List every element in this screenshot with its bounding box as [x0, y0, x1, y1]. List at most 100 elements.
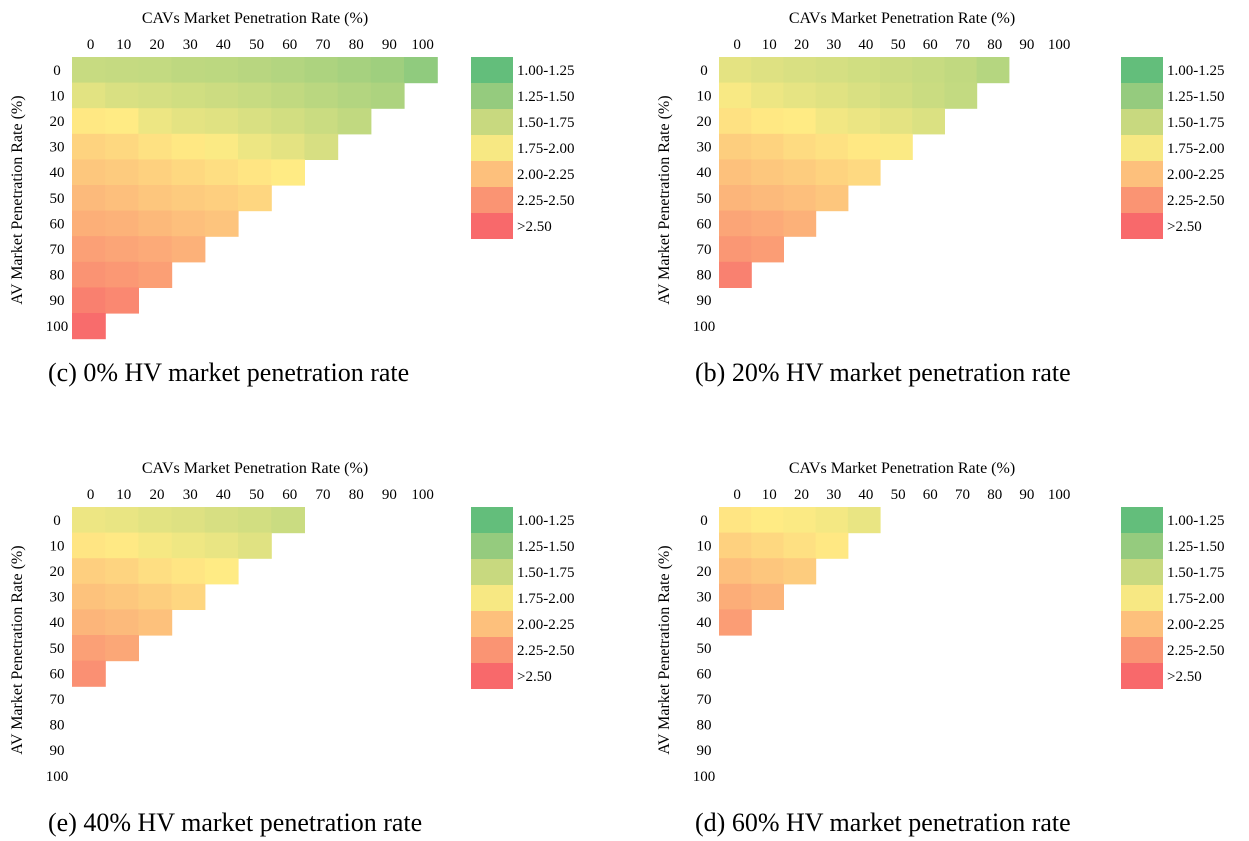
legend-label: 1.00-1.25	[517, 513, 575, 529]
y-tick-label: 70	[697, 242, 712, 258]
heatmap-cell	[105, 287, 139, 314]
heatmap-cell	[847, 57, 881, 84]
heatmap-cell	[105, 82, 139, 109]
legend-label: 2.00-2.25	[517, 617, 575, 633]
x-tick-label: 60	[923, 37, 938, 53]
heatmap-cell	[783, 57, 817, 84]
heatmap-cell	[370, 57, 405, 84]
heatmap-cell	[271, 57, 305, 84]
x-tick-label: 50	[891, 37, 906, 53]
heatmap-cell	[72, 583, 106, 610]
y-tick-label: 20	[50, 114, 65, 130]
heatmap-cell	[105, 57, 139, 84]
y-tick-label: 30	[697, 590, 712, 606]
y-tick-label: 90	[697, 293, 712, 309]
legend-swatch	[1121, 559, 1163, 585]
heatmap-cell	[72, 660, 106, 687]
heatmap-cell	[72, 236, 106, 263]
legend-swatch	[471, 57, 513, 83]
heatmap-cell	[171, 159, 206, 186]
heatmap-cell	[138, 108, 173, 135]
heatmap-cell	[337, 108, 372, 135]
y-tick-label: 0	[700, 513, 708, 529]
x-tick-label: 20	[150, 37, 165, 53]
heatmap-cell	[719, 532, 752, 559]
x-tick-label: 80	[987, 487, 1002, 503]
heatmap-cell	[105, 583, 139, 610]
legend-label: 1.75-2.00	[1167, 591, 1225, 607]
heatmap-cell	[204, 82, 239, 109]
heatmap-cell	[783, 210, 817, 237]
heatmap-cell	[72, 82, 106, 109]
heatmap-cell	[171, 57, 206, 84]
heatmap-cell	[719, 583, 752, 610]
heatmap-cell	[271, 82, 305, 109]
legend-label: 1.25-1.50	[1167, 539, 1225, 555]
heatmap-cell	[138, 261, 173, 288]
x-tick-label: 30	[183, 487, 198, 503]
y-tick-label: 60	[50, 216, 65, 232]
heatmap-cell	[751, 185, 784, 212]
heatmap-cell	[138, 82, 173, 109]
heatmap-cell	[370, 82, 405, 109]
x-tick-label: 10	[762, 37, 777, 53]
x-tick-label: 60	[282, 487, 297, 503]
heatmap-cell	[72, 287, 106, 314]
heatmap-cell	[815, 133, 849, 160]
heatmap-cell	[72, 635, 106, 662]
heatmap-cell	[783, 108, 817, 135]
y-tick-label: 80	[50, 268, 65, 284]
heatmap-cell	[171, 108, 206, 135]
heatmap-cell	[238, 82, 272, 109]
y-tick-label: 30	[697, 140, 712, 156]
panel-caption: (e) 40% HV market penetration rate	[48, 808, 422, 837]
heatmap-cell	[105, 108, 139, 135]
x-tick-label: 30	[826, 487, 841, 503]
y-axis-title: AV Market Penetration Rate (%)	[656, 95, 673, 304]
y-tick-label: 60	[50, 666, 65, 682]
y-tick-label: 60	[697, 666, 712, 682]
heatmap-cell	[719, 558, 752, 585]
y-tick-label: 80	[697, 718, 712, 734]
legend-swatch	[471, 507, 513, 533]
legend-label: 1.50-1.75	[1167, 115, 1225, 131]
legend-swatch	[1121, 533, 1163, 559]
y-tick-label: 100	[46, 769, 69, 785]
heatmap-cell	[847, 159, 881, 186]
legend-label: 2.00-2.25	[1167, 617, 1225, 633]
heatmap-cell	[783, 159, 817, 186]
heatmap-cell	[171, 133, 206, 160]
y-tick-label: 100	[693, 319, 716, 335]
y-tick-label: 40	[50, 165, 65, 181]
heatmap-cell	[751, 108, 784, 135]
heatmap-cell	[271, 133, 305, 160]
heatmap-cell	[105, 159, 139, 186]
heatmap-cell	[783, 507, 817, 534]
legend: 1.00-1.25 1.25-1.50 1.50-1.75 1.75-2.00 2.00…	[471, 507, 575, 689]
heatmap-cell	[204, 133, 239, 160]
heatmap-cell	[171, 185, 206, 212]
legend-label: 1.25-1.50	[1167, 89, 1225, 105]
heatmap-cell	[751, 532, 784, 559]
heatmap-cell	[238, 133, 272, 160]
legend-swatch	[1121, 187, 1163, 213]
x-tick-label: 40	[216, 487, 231, 503]
heatmap-cell	[783, 532, 817, 559]
x-tick-label: 30	[826, 37, 841, 53]
heatmap-cell	[105, 532, 139, 559]
heatmap-cell	[105, 133, 139, 160]
heatmap-cell	[815, 108, 849, 135]
x-tick-label: 0	[87, 487, 95, 503]
heatmap-cell	[847, 507, 881, 534]
x-tick-label: 100	[1048, 487, 1071, 503]
legend-swatch	[1121, 663, 1163, 689]
heatmap-cell	[138, 159, 173, 186]
heatmap-cell	[238, 57, 272, 84]
x-tick-label: 20	[794, 37, 809, 53]
legend-swatch	[1121, 585, 1163, 611]
x-tick-label: 50	[249, 37, 264, 53]
heatmap-cell	[783, 82, 817, 109]
legend-label: 1.00-1.25	[517, 63, 575, 79]
heatmap-cell	[72, 108, 106, 135]
x-tick-label: 90	[382, 487, 397, 503]
